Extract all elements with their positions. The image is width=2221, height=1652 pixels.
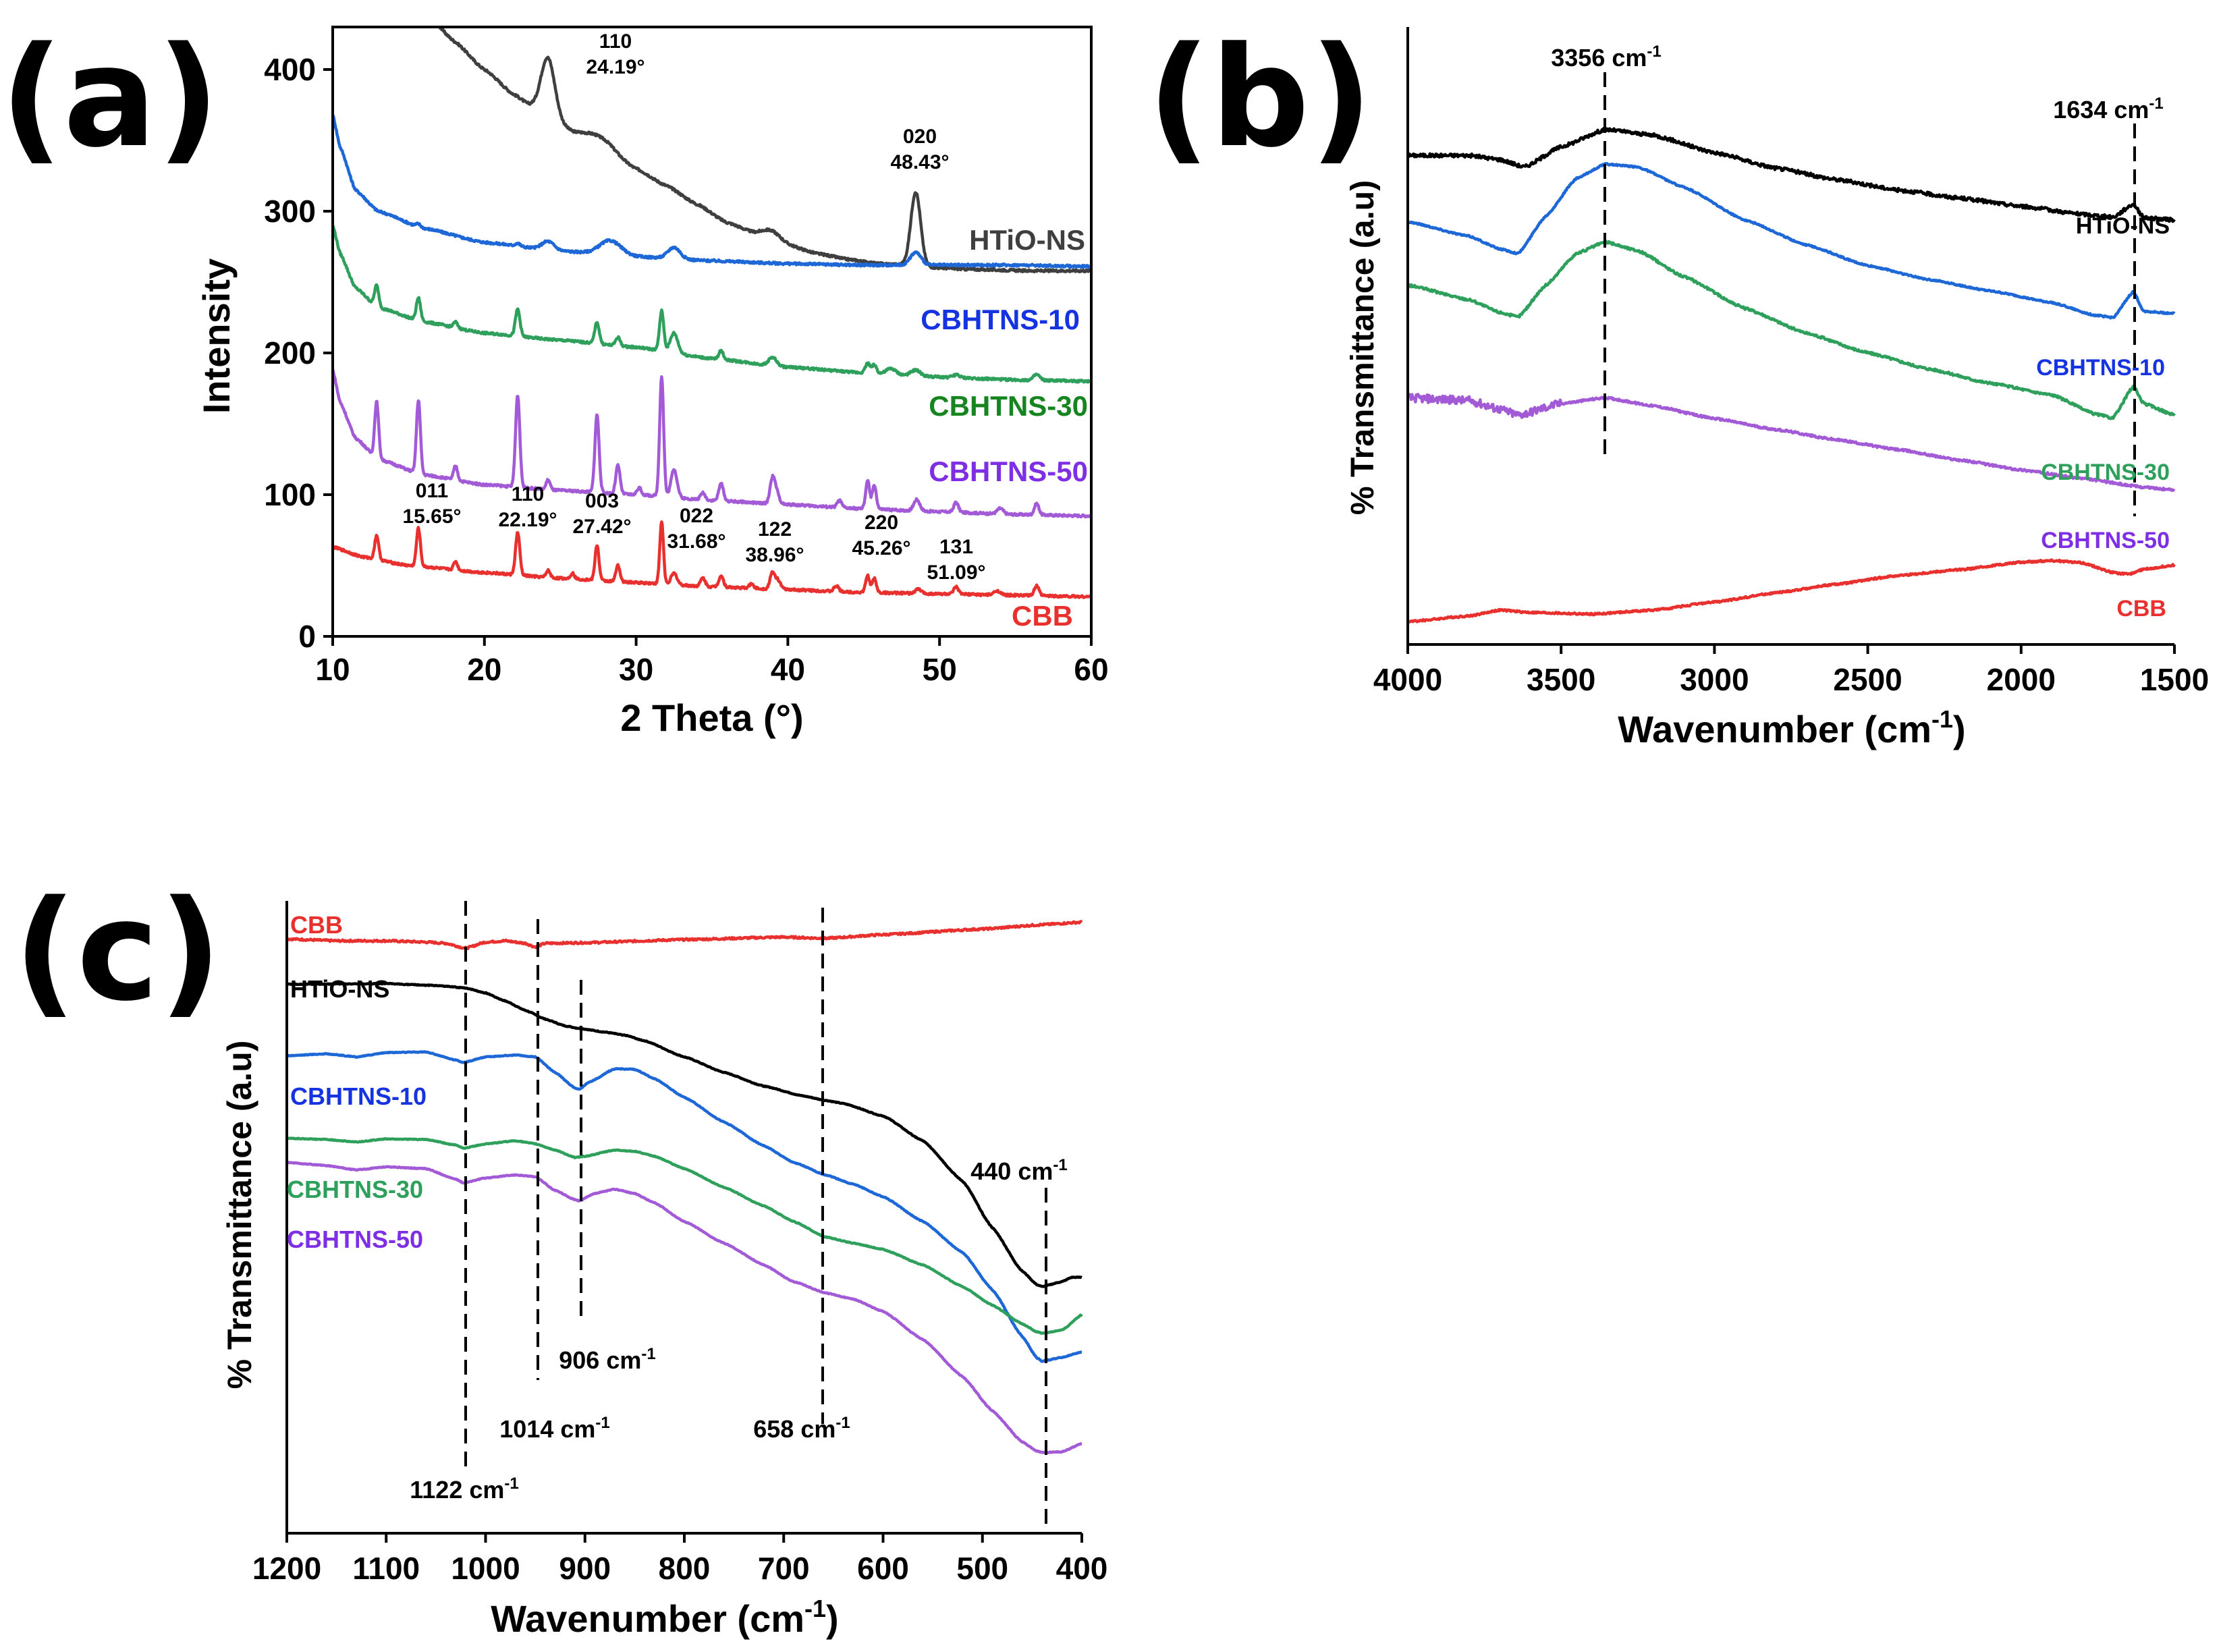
x-tick-label: 20 (467, 652, 501, 687)
series-line-cbb (1406, 558, 2176, 624)
x-tick-label: 400 (1056, 1551, 1108, 1586)
peak-annotation-hkl: 110 (512, 483, 544, 505)
x-tick-label: 1500 (2140, 662, 2209, 697)
peak-annotation-angle: 38.96° (745, 544, 804, 566)
peak-annotation-hkl: 122 (758, 518, 792, 541)
x-tick-label: 4000 (1373, 662, 1442, 697)
panel-a-label: (a) (0, 18, 220, 178)
panel-c-xlabel: Wavenumber (cm-1) (491, 1595, 838, 1640)
peak-annotation-hkl: 003 (585, 490, 619, 512)
panel-c-ftir: (c) 1200 1100 1000 900 800 700 600 500 400 1122 … (13, 871, 1107, 1640)
x-tick-label: 3000 (1680, 662, 1749, 697)
panel-a-ylabel: Intensity (195, 258, 238, 414)
peak-annotation-angle: 27.42° (572, 516, 631, 538)
series-line-cbhtns-50 (286, 1161, 1082, 1454)
x-tick-label: 2500 (1833, 662, 1902, 697)
x-tick-label: 600 (857, 1551, 909, 1586)
x-tick-label: 1000 (451, 1551, 520, 1586)
peak-annotation-angle: 31.68° (667, 530, 725, 553)
marker-label-1014: 1014 cm-1 (499, 1414, 609, 1443)
peak-annotation-hkl: 220 (865, 512, 898, 534)
series-line-cbb (333, 520, 1091, 599)
x-tick-label: 60 (1074, 652, 1108, 687)
y-tick-label: 400 (264, 52, 316, 87)
x-tick-label: 1200 (252, 1551, 321, 1586)
peak-annotation-angle: 15.65° (402, 505, 461, 528)
series-label-cbhtns-50: CBHTNS-50 (2041, 528, 2170, 553)
x-tick-label: 30 (619, 652, 653, 687)
x-tick-label: 500 (956, 1551, 1008, 1586)
panel-b-label: (b) (1147, 18, 1373, 178)
panel-c-label: (c) (13, 871, 222, 1032)
series-line-cbhtns-30 (333, 225, 1091, 384)
y-tick-label: 200 (264, 335, 316, 370)
series-label-cbhtns-50: CBHTNS-50 (287, 1226, 423, 1253)
series-label-cbb: CBB (290, 911, 343, 939)
series-label-cbb: CBB (2116, 596, 2166, 622)
x-tick-label: 10 (315, 652, 350, 687)
marker-label-906: 906 cm-1 (559, 1345, 655, 1374)
series-line-cbb (285, 920, 1083, 951)
x-tick-label: 1100 (352, 1551, 420, 1586)
series-line-cbhtns-10 (1406, 162, 2176, 320)
panel-a-xlabel: 2 Theta (°) (620, 696, 803, 739)
x-tick-label: 2000 (1987, 662, 2056, 697)
series-line-cbhtns-30 (1406, 239, 2176, 420)
x-tick-label: 40 (771, 652, 805, 687)
series-line-htio-ns (285, 981, 1082, 1288)
series-label-cbhtns-10: CBHTNS-10 (290, 1082, 427, 1110)
marker-label-440: 440 cm-1 (970, 1156, 1067, 1185)
peak-annotation-hkl: 110 (599, 30, 632, 53)
panel-b-ftir: (b) 4000 3500 3000 2500 2000 1500 3356 cm-1 1… (1147, 18, 2209, 750)
panel-c-frame (285, 901, 1082, 1535)
series-line-cbhtns-30 (286, 1136, 1083, 1335)
panel-a-frame (331, 26, 1093, 638)
peak-annotation-angle: 45.26° (852, 537, 910, 559)
peak-annotation-hkl: 022 (680, 505, 713, 527)
marker-label-658: 658 cm-1 (753, 1414, 850, 1443)
panel-b-xlabel: Wavenumber (cm-1) (1618, 705, 1965, 750)
series-label-htio-ns: HTiO-NS (290, 975, 389, 1003)
panel-c-ylabel: % Transmittance (a.u) (221, 1041, 258, 1389)
series-label-cbhtns-50: CBHTNS-50 (929, 456, 1088, 487)
peak-annotation-angle: 51.09° (927, 561, 985, 584)
x-tick-label: 50 (923, 652, 957, 687)
x-tick-label: 3500 (1527, 662, 1595, 697)
series-label-cbhtns-10: CBHTNS-10 (921, 304, 1080, 335)
marker-label-3356: 3356 cm-1 (1551, 43, 1661, 72)
series-label-htio-ns: HTiO-NS (2076, 213, 2170, 239)
series-line-cbhtns-50 (1406, 393, 2176, 493)
series-line-htio-ns (1407, 126, 2176, 223)
y-tick-label: 0 (298, 619, 316, 654)
series-label-cbhtns-30: CBHTNS-30 (2041, 460, 2170, 485)
series-line-htio-ns (437, 27, 1091, 274)
series-label-htio-ns: HTiO-NS (969, 224, 1085, 256)
peak-annotation-angle: 22.19° (498, 509, 557, 531)
series-line-cbhtns-50 (333, 369, 1091, 519)
series-line-cbhtns-10 (333, 114, 1091, 269)
x-tick-label: 700 (758, 1551, 810, 1586)
peak-annotation-hkl: 011 (416, 480, 448, 502)
series-label-cbhtns-30: CBHTNS-30 (929, 390, 1088, 422)
y-tick-label: 100 (264, 477, 316, 512)
marker-label-1122: 1122 cm-1 (410, 1475, 518, 1504)
peak-annotation-hkl: 020 (903, 126, 937, 148)
peak-annotation-angle: 48.43° (890, 151, 949, 173)
series-label-cbb: CBB (1012, 600, 1073, 632)
x-tick-label: 800 (659, 1551, 711, 1586)
peak-annotation-angle: 24.19° (586, 56, 645, 78)
peak-annotation-hkl: 131 (939, 536, 973, 558)
panel-a-xrd: (a) 10 20 30 40 50 60 0 100 200 300 400 2 Theta (°… (0, 18, 1109, 739)
marker-label-1634: 1634 cm-1 (2053, 94, 2163, 123)
series-label-cbhtns-10: CBHTNS-10 (2036, 355, 2165, 381)
y-tick-label: 300 (264, 194, 316, 229)
series-label-cbhtns-30: CBHTNS-30 (287, 1176, 423, 1203)
x-tick-label: 900 (559, 1551, 611, 1586)
panel-b-ylabel: % Transmittance (a.u) (1345, 180, 1381, 515)
series-line-cbhtns-10 (286, 1050, 1082, 1363)
